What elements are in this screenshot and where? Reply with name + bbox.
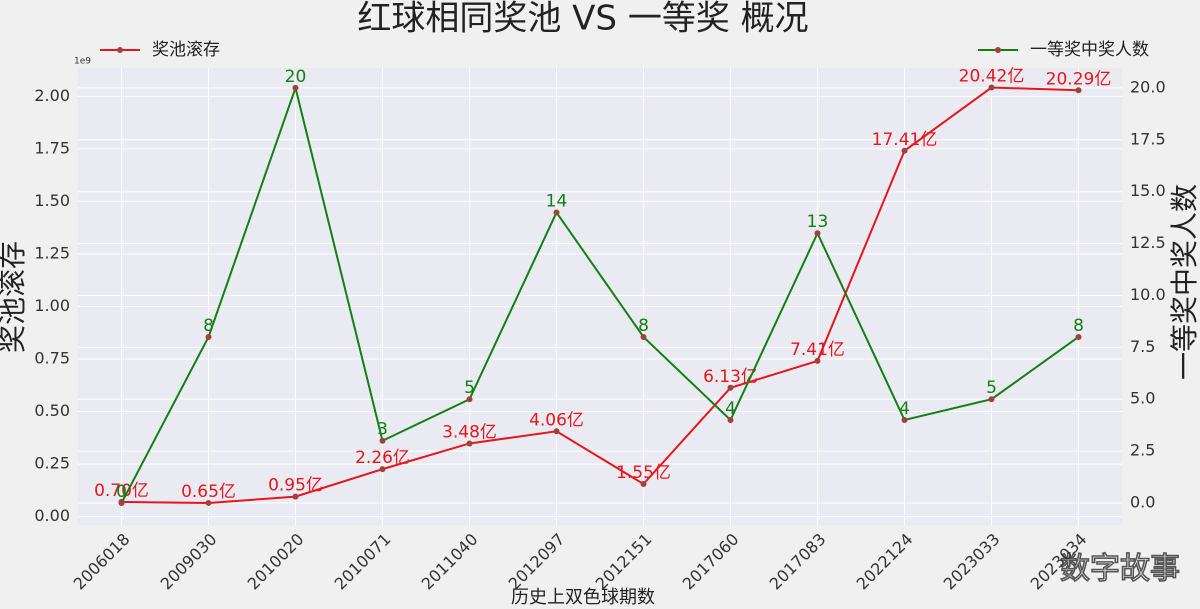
x-tick-label: 2010071 — [331, 530, 395, 594]
y2-axis-label: 一等奖中奖人数 — [1168, 184, 1200, 380]
data-point — [466, 396, 473, 403]
y-tick-label: 0.75 — [34, 349, 70, 368]
data-label: 20.29亿 — [1046, 69, 1112, 89]
data-label: 20.42亿 — [959, 67, 1025, 87]
x-tick-label: 2012097 — [505, 530, 569, 594]
data-point — [1075, 87, 1082, 94]
data-point — [988, 396, 995, 403]
y-offset-label: 1e9 — [74, 57, 91, 67]
data-point — [205, 499, 212, 506]
data-label: 8 — [638, 316, 649, 336]
x-tick-label: 2009030 — [157, 530, 221, 594]
x-tick-label: 2017083 — [766, 530, 830, 594]
data-label: 0.70亿 — [94, 481, 149, 501]
data-point — [379, 437, 386, 444]
y2-tick-label: 5.0 — [1130, 389, 1155, 408]
data-label: 1.55亿 — [616, 463, 671, 483]
data-label: 3.48亿 — [442, 422, 497, 442]
x-tick-label: 2022124 — [853, 530, 917, 594]
data-point — [814, 357, 821, 364]
x-tick-label: 2011040 — [418, 530, 482, 594]
data-point — [466, 440, 473, 447]
data-label: 2.26亿 — [355, 448, 410, 468]
legend-marker — [995, 47, 1001, 53]
y2-tick-label: 12.5 — [1130, 233, 1166, 252]
data-point — [901, 147, 908, 154]
data-point — [1075, 333, 1082, 340]
y2-tick-label: 20.0 — [1130, 77, 1166, 96]
data-label: 8 — [203, 316, 214, 336]
data-label: 0.95亿 — [268, 476, 323, 496]
legend-label: 一等奖中奖人数 — [1030, 40, 1149, 60]
data-label: 20 — [285, 67, 307, 87]
y-tick-label: 1.25 — [34, 243, 70, 262]
x-tick-label: 2017060 — [679, 530, 743, 594]
data-label: 17.41亿 — [872, 130, 938, 150]
data-label: 4 — [725, 399, 736, 419]
data-label: 7.41亿 — [790, 340, 845, 360]
data-label: 4.06亿 — [529, 410, 584, 430]
data-label: 6.13亿 — [703, 367, 758, 387]
data-point — [640, 481, 647, 488]
data-point — [727, 384, 734, 391]
data-label: 5 — [986, 378, 997, 398]
legend-marker — [117, 47, 123, 53]
data-point — [553, 209, 560, 216]
watermark: 数字故事 — [1060, 552, 1180, 587]
series-line — [121, 86, 1079, 504]
y-tick-label: 2.00 — [34, 86, 70, 105]
data-point — [814, 230, 821, 237]
y-tick-label: 1.00 — [34, 296, 70, 315]
plot-area — [78, 68, 1122, 525]
y2-tick-label: 0.0 — [1130, 493, 1155, 512]
y2-tick-label: 2.5 — [1130, 441, 1155, 460]
data-point — [901, 416, 908, 423]
data-point — [205, 333, 212, 340]
y-tick-label: 1.50 — [34, 191, 70, 210]
x-tick-label: 2010020 — [244, 530, 308, 594]
data-label: 5 — [464, 378, 475, 398]
data-point — [988, 84, 995, 91]
data-label: 0.65亿 — [181, 482, 236, 502]
y-tick-label: 0.00 — [34, 506, 70, 525]
data-point — [553, 428, 560, 435]
y2-tick-label: 7.5 — [1130, 337, 1155, 356]
data-label: 8 — [1073, 316, 1084, 336]
data-point — [118, 500, 125, 507]
data-point — [640, 333, 647, 340]
data-point — [379, 466, 386, 473]
y2-tick-label: 15.0 — [1130, 181, 1166, 200]
data-label: 3 — [377, 420, 388, 440]
series-line — [120, 84, 1080, 504]
chart-title: 红球相同奖池 VS 一等奖 概况 — [357, 0, 808, 39]
data-label: 13 — [807, 212, 829, 232]
y-tick-label: 1.75 — [34, 138, 70, 157]
data-label: 14 — [546, 191, 568, 211]
x-axis-label: 历史上双色球期数 — [511, 587, 655, 608]
data-point — [292, 493, 299, 500]
x-tick-label: 2012151 — [592, 530, 656, 594]
y2-tick-label: 17.5 — [1130, 129, 1166, 148]
data-label: 0 — [116, 482, 127, 502]
data-label: 4 — [899, 399, 910, 419]
y-axis-label: 奖池滚存 — [0, 241, 29, 353]
y-tick-label: 0.25 — [34, 454, 70, 473]
x-tick-label: 2006018 — [70, 530, 134, 594]
legend-label: 奖池滚存 — [152, 40, 220, 60]
y-tick-label: 0.50 — [34, 401, 70, 420]
data-point — [727, 416, 734, 423]
x-tick-label: 2023033 — [940, 530, 1004, 594]
data-point — [292, 84, 299, 91]
y2-tick-label: 10.0 — [1130, 285, 1166, 304]
